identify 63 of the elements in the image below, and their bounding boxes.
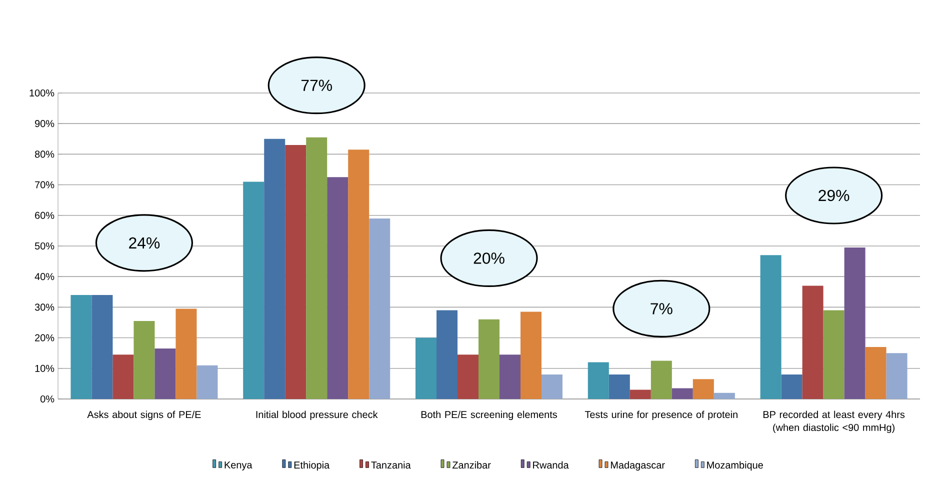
bar [588, 362, 609, 399]
legend-label: Tanzania [371, 461, 411, 469]
x-tick-label: Initial blood pressure check [256, 410, 378, 420]
bar [630, 390, 651, 399]
bar [886, 353, 908, 399]
y-tick-label: 20% [35, 334, 54, 342]
bar [802, 286, 824, 399]
bar [264, 138, 286, 399]
y-tick-label: 70% [35, 181, 54, 188]
legend-label: Ethiopia [294, 461, 330, 471]
x-tick-label: Asks about signs of PE/E [87, 410, 201, 420]
text: 77% [301, 80, 332, 91]
y-tick-label: 10% [35, 364, 54, 372]
y-tick-label: 100% [30, 89, 54, 97]
bar [650, 360, 672, 399]
legend-label: Zanzibar [452, 461, 491, 469]
bar [672, 388, 693, 399]
x-tick-label: Both PE/E screening elements [421, 410, 558, 420]
bar [865, 346, 886, 399]
annotation: 20% [474, 252, 504, 264]
bar [92, 294, 113, 399]
y-tick-label: 50% [34, 242, 54, 250]
y-tick-label: 60% [35, 212, 54, 219]
legend-label: Kenya [224, 461, 252, 470]
bar [520, 312, 542, 399]
bar [416, 338, 437, 399]
bar [760, 255, 782, 399]
bar [154, 348, 176, 399]
bar [243, 182, 264, 399]
bar [134, 320, 155, 399]
bar [500, 354, 521, 399]
bar [823, 310, 844, 399]
annotation: 7% [650, 303, 672, 314]
bar [781, 374, 802, 399]
bar [112, 354, 134, 399]
bar [458, 354, 479, 399]
y-tick-label: 80% [34, 150, 54, 158]
bar [478, 319, 500, 399]
legend-label: Madagascar [610, 461, 665, 471]
bar [608, 374, 630, 399]
bar [714, 392, 735, 399]
legend-label: Rwanda [533, 461, 569, 469]
legend-label: Mozambique [707, 461, 763, 471]
bar [285, 145, 306, 399]
bar [542, 374, 563, 399]
bar [692, 379, 714, 399]
bar [176, 308, 197, 399]
annotation: 24% [129, 237, 160, 249]
y-tick-label: 30% [34, 304, 54, 311]
bar [348, 150, 370, 399]
y-tick-label: 40% [34, 273, 54, 280]
bar [436, 310, 458, 399]
y-tick-label: 90% [35, 120, 54, 128]
bar [306, 137, 328, 399]
bar [327, 177, 348, 399]
x-tick-label: Tests urine for presence of protein [584, 410, 738, 420]
x-tick-label: BP recorded at least every 4hrs (when diastolic <90 mmHg) [763, 410, 905, 433]
bar [844, 248, 866, 399]
y-tick-label: 0% [40, 395, 54, 403]
bar [70, 294, 92, 399]
bar [196, 365, 218, 399]
annotation: 29% [818, 190, 850, 202]
bar [369, 218, 390, 399]
